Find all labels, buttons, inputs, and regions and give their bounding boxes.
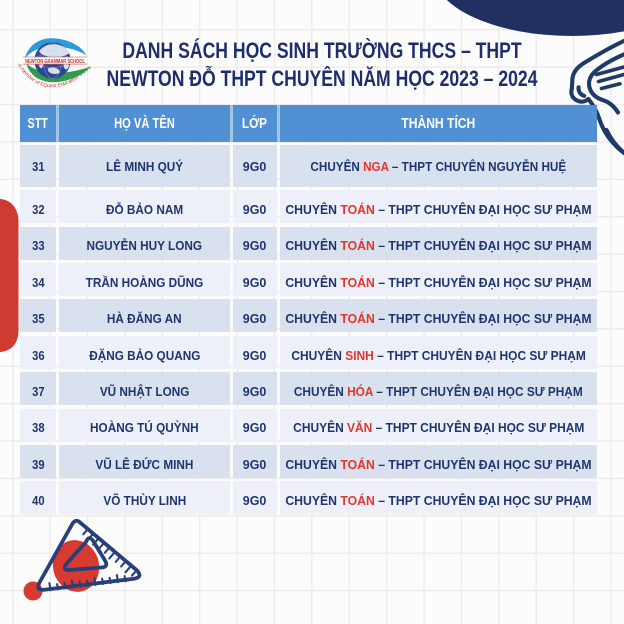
- svg-text:NEWTON GRAMMAR SCHOOL: NEWTON GRAMMAR SCHOOL: [25, 59, 85, 65]
